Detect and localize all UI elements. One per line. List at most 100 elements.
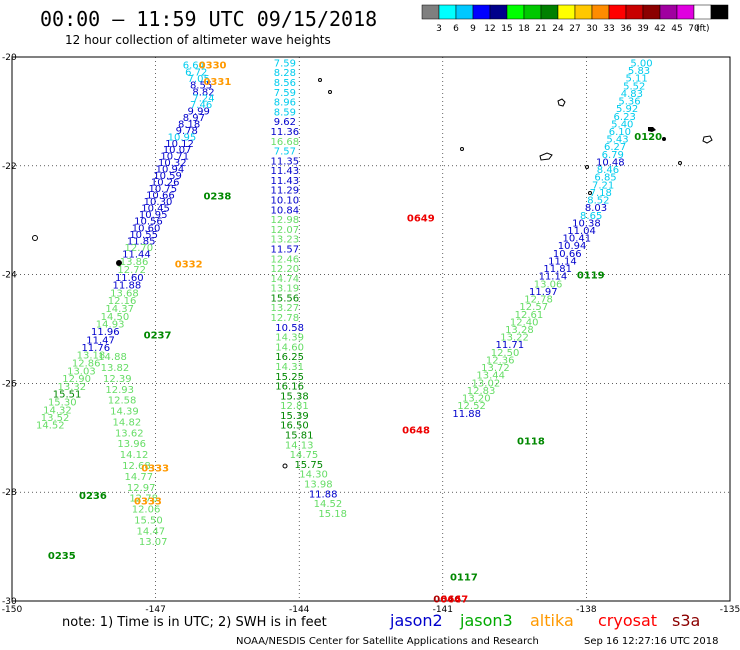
swh-value: 12.52 [457, 401, 486, 412]
colorbar-label: 12 [484, 24, 495, 34]
colorbar-label: 6 [453, 24, 459, 34]
swh-value: 12.72 [117, 265, 146, 276]
x-tick-label: -138 [576, 605, 597, 615]
footer-credit: NOAA/NESDIS Center for Satellite Applica… [236, 636, 539, 647]
pass-time-label: 0647 [440, 594, 468, 605]
swh-value: 12.78 [129, 494, 158, 505]
swh-value: 13.86 [120, 257, 149, 268]
swh-value: 6.85 [594, 173, 616, 184]
y-tick-label: -24 [2, 271, 17, 281]
satellite-legend-s3a: s3a [672, 611, 700, 630]
page-subtitle: 12 hour collection of altimeter wave hei… [65, 33, 331, 47]
axis-ticks: -150 -147 -144 -141 -138 -135 -20 -22 -24 -26 -28 -… [2, 53, 740, 615]
swh-value: 10.07 [163, 145, 192, 156]
colorbar-label: 24 [552, 24, 564, 34]
swh-value: 11.44 [122, 249, 151, 260]
swh-value: 11.96 [91, 327, 120, 338]
colorbar-swatch [591, 4, 610, 20]
colorbar-swatch [472, 4, 491, 20]
colorbar-label: 70 [688, 24, 700, 34]
swh-value: 15.81 [285, 431, 314, 442]
swh-value: 7.46 [190, 100, 212, 111]
swh-value: 14.82 [113, 417, 142, 428]
pass-time-label: 0237 [144, 330, 172, 341]
swh-value: 15.30 [48, 397, 77, 408]
swh-value: 7.24 [192, 93, 214, 104]
swh-value: 9.78 [176, 126, 198, 137]
swh-value: 11.04 [567, 226, 596, 237]
swh-value: 10.12 [165, 139, 194, 150]
swh-value: 13.02 [472, 378, 501, 389]
swh-value: 13.72 [481, 363, 510, 374]
swh-value: 13.19 [271, 284, 300, 295]
island-outline [460, 147, 464, 151]
pass-time-label: 0238 [203, 192, 231, 203]
swh-value: 10.41 [563, 234, 592, 245]
swh-value: 11.88 [113, 280, 142, 291]
island-outline [588, 191, 592, 195]
swh-value: 14.77 [125, 472, 154, 483]
swh-value: 11.47 [86, 335, 115, 346]
colorbar-swatch [557, 4, 576, 20]
pass-time-label: 0648 [402, 426, 430, 437]
swh-value: 12.46 [271, 254, 300, 265]
swh-value: 12.83 [467, 386, 496, 397]
swh-value: 9.99 [188, 106, 210, 117]
swh-value: 8.96 [274, 98, 296, 109]
swh-value: 10.48 [596, 157, 625, 168]
swh-value: 11.81 [543, 264, 572, 275]
swh-value: 11.43 [271, 166, 300, 177]
swh-value: 8.59 [274, 107, 296, 118]
swh-value: 15.18 [318, 509, 347, 520]
swh-value: 12.50 [491, 348, 520, 359]
swh-value: 14.13 [285, 440, 314, 451]
island-outline [702, 135, 713, 144]
island-outline [648, 127, 656, 132]
swh-value: 8.28 [274, 68, 296, 79]
swh-value: 15.38 [280, 391, 309, 402]
pass-time-label: 0333 [141, 464, 169, 475]
swh-value: 7.59 [274, 88, 296, 99]
swh-value: 10.66 [553, 249, 582, 260]
satellite-legend-cryosat: cryosat [598, 611, 657, 630]
swh-value: 14.32 [43, 406, 72, 417]
island-outline [328, 90, 332, 94]
swh-value: 7.18 [590, 188, 612, 199]
colorbar-swatch [693, 4, 712, 20]
swh-value: 10.75 [148, 184, 177, 195]
swh-value: 13.07 [139, 537, 168, 548]
swh-value: 12.86 [72, 359, 101, 370]
swh-value: 14.74 [271, 274, 300, 285]
pass-time-label: 0119 [577, 271, 605, 282]
pass-time-label: 0649 [407, 213, 435, 224]
pass-time-label: 0236 [79, 491, 107, 502]
swh-value: 7.05 [188, 74, 210, 85]
colorbar: 3 6 9 12 15 18 21 24 27 30 33 36 39 42 45 70(ft) [421, 4, 729, 34]
swh-value: 10.45 [141, 204, 170, 215]
swh-value: 8.65 [580, 211, 602, 222]
swh-value: 6.64 [183, 61, 205, 72]
swh-value: 11.14 [539, 272, 568, 283]
swh-value: 11.14 [548, 256, 577, 267]
colorbar-unit: (ft) [696, 24, 710, 34]
swh-value: 13.52 [41, 413, 70, 424]
swh-value: 12.57 [519, 302, 548, 313]
swh-value: 11.36 [271, 127, 300, 138]
colorbar-label: 15 [501, 24, 512, 34]
swh-value: 13.18 [77, 351, 106, 362]
island-outline [32, 235, 38, 241]
colorbar-swatch [421, 4, 440, 20]
satellite-legend-jason2: jason2 [389, 611, 443, 630]
swh-value: 10.58 [275, 323, 304, 334]
colorbar-swatch [506, 4, 525, 20]
swh-value: 14.47 [136, 526, 165, 537]
swh-value: 13.20 [462, 394, 491, 405]
swh-value: 9.62 [274, 117, 296, 128]
swh-value: 7.21 [592, 180, 614, 191]
island-outline [678, 161, 682, 165]
swh-value: 8.46 [597, 165, 619, 176]
swh-value: 13.28 [505, 325, 534, 336]
swh-value: 12.93 [105, 385, 134, 396]
swh-value: 14.37 [105, 304, 134, 315]
colorbar-label: 45 [671, 24, 682, 34]
